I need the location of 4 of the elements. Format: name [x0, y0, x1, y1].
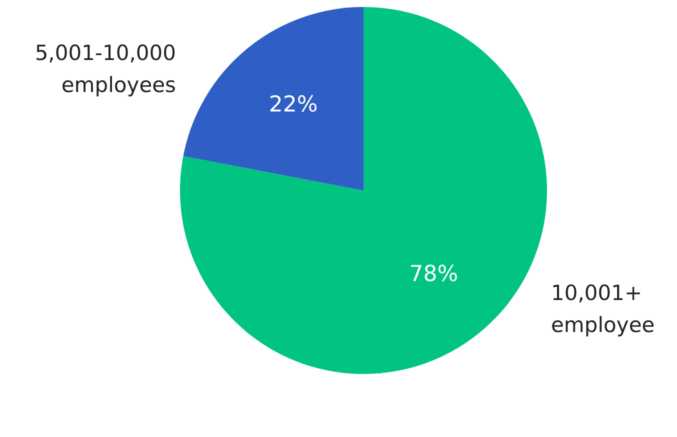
data-label: 78%: [409, 262, 458, 288]
data-label: 22%: [268, 92, 318, 118]
slice-label: 5,001-10,000 employees: [34, 40, 176, 97]
slice-label: 10,001+ employee: [551, 281, 655, 338]
